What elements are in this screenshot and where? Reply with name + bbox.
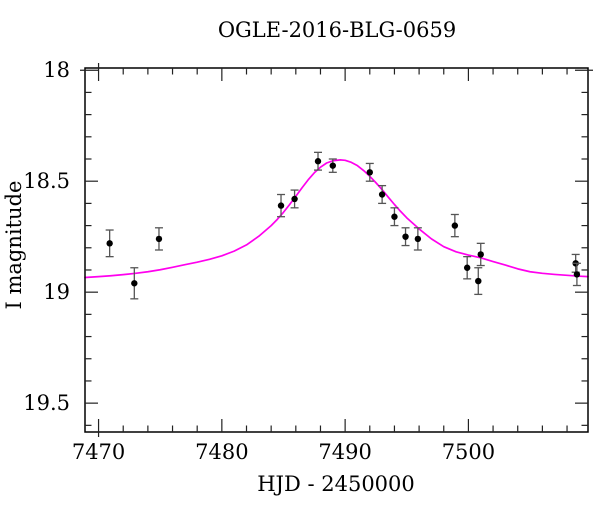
data-point-group (463, 256, 472, 280)
data-point (314, 158, 322, 165)
data-point (378, 191, 386, 198)
data-point-group (130, 267, 139, 300)
tick-labels-layer: 7470 7480 7490 7500 18 18.5 19 19.5 (23, 58, 495, 464)
data-point-group (401, 227, 410, 247)
y-tick-label: 18 (43, 58, 70, 82)
data-point (477, 251, 484, 258)
data-points-layer (105, 151, 581, 300)
data-point-group (572, 262, 581, 287)
data-point-group (105, 229, 114, 258)
data-point-group (450, 213, 459, 238)
model-curve (84, 159, 589, 279)
plot-frame (84, 67, 589, 433)
y-tick-label: 19 (43, 280, 70, 304)
y-tick-label: 18.5 (23, 169, 70, 193)
data-point (277, 202, 285, 209)
data-point-group (365, 162, 374, 182)
data-point (402, 233, 409, 240)
data-point (155, 235, 163, 243)
data-point (131, 280, 138, 287)
data-point-group (154, 227, 163, 251)
data-point-group (328, 158, 337, 173)
data-point (463, 264, 471, 271)
data-point (475, 277, 482, 285)
x-axis-label: HJD - 2450000 (257, 472, 415, 496)
data-point-group (378, 184, 387, 205)
data-point-group (290, 189, 299, 209)
x-tick-label: 7470 (72, 440, 125, 464)
data-point (366, 169, 373, 176)
data-point (451, 222, 459, 229)
data-point-group (474, 267, 483, 296)
axis-ticks-layer (80, 63, 593, 437)
data-point (573, 271, 581, 278)
y-axis-label: I magnitude (2, 181, 26, 310)
data-point (414, 235, 422, 243)
model-curve-layer (84, 159, 589, 279)
data-point (329, 162, 337, 169)
data-point-group (476, 242, 485, 267)
x-tick-label: 7480 (195, 440, 248, 464)
y-tick-label: 19.5 (23, 391, 70, 415)
x-tick-label: 7500 (442, 440, 495, 464)
data-point (106, 240, 113, 247)
data-point (291, 195, 298, 203)
plot-frame-layer (84, 67, 589, 433)
data-point-group (277, 193, 286, 218)
data-point-group (390, 207, 399, 227)
plot-title: OGLE-2016-BLG-0659 (218, 18, 456, 42)
data-point-group (314, 151, 323, 171)
data-point-group (413, 227, 422, 251)
data-point (391, 213, 398, 220)
x-tick-label: 7490 (318, 440, 371, 464)
